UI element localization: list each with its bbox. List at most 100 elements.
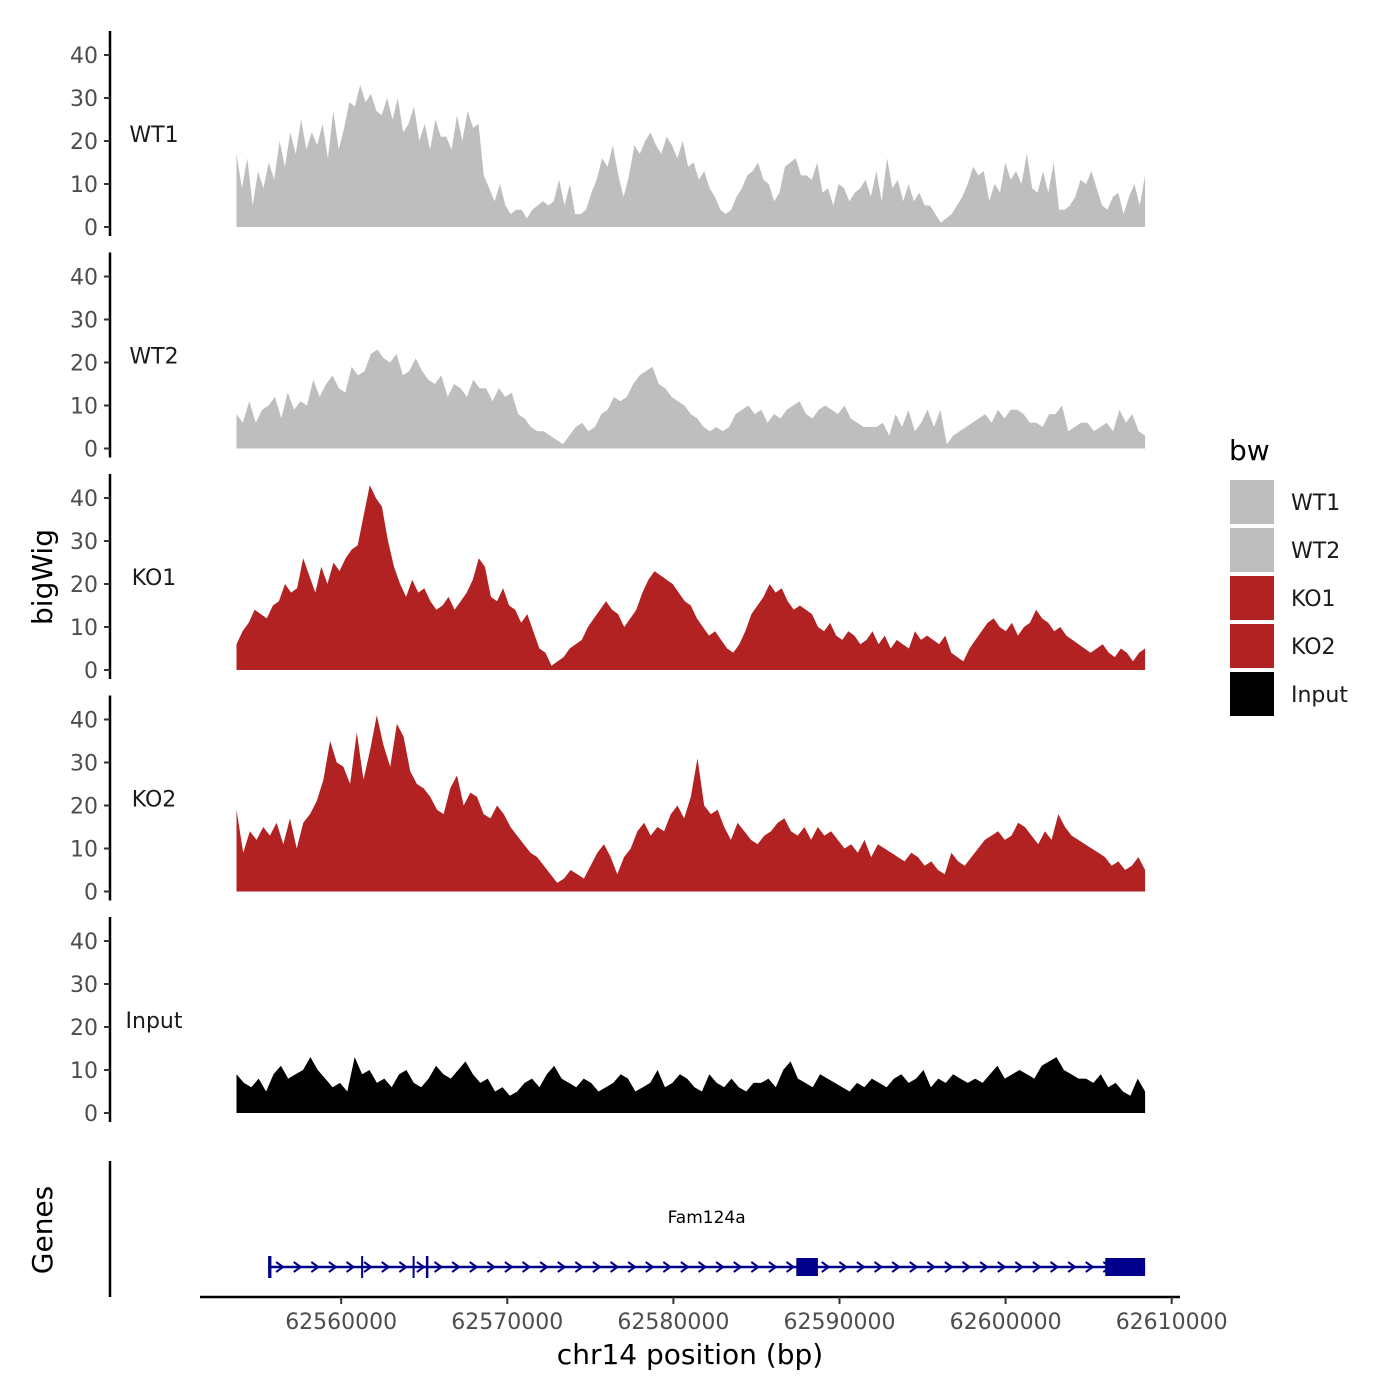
strand-arrow	[926, 1261, 937, 1273]
strand-arrow	[961, 1261, 972, 1273]
x-tick-label: 62600000	[950, 1310, 1062, 1335]
strand-arrow	[469, 1261, 479, 1273]
strand-arrow	[856, 1261, 866, 1273]
strand-arrow	[645, 1261, 655, 1273]
y-tick-label: 20	[70, 130, 98, 155]
strand-arrow	[821, 1261, 831, 1273]
exon-block	[796, 1258, 818, 1276]
strand-arrow	[979, 1261, 989, 1273]
strand-arrow	[697, 1261, 708, 1273]
x-tick-label: 62610000	[1116, 1310, 1228, 1335]
strand-arrow	[433, 1261, 444, 1273]
coverage-area-wt2	[236, 349, 1146, 449]
strand-arrow	[310, 1261, 321, 1273]
coverage-area-ko1	[236, 485, 1146, 670]
y-tick-label: 30	[70, 752, 98, 777]
strand-arrow	[944, 1261, 954, 1273]
genes-panel: Fam124a	[108, 1161, 1146, 1297]
coverage-area-input	[236, 1057, 1146, 1113]
x-tick-label: 62560000	[285, 1310, 397, 1335]
track-wt2: 0 10 20 30 40 WT2	[70, 252, 1146, 463]
exon-block	[361, 1256, 364, 1278]
track-label: KO2	[132, 788, 177, 813]
exon-block	[425, 1256, 429, 1278]
strand-arrow	[1014, 1261, 1025, 1273]
strand-arrow	[416, 1261, 426, 1273]
strand-arrow	[539, 1261, 549, 1273]
strand-arrow	[891, 1261, 901, 1273]
y-tick-label: 10	[70, 395, 98, 420]
y-tick-label: 20	[70, 1016, 98, 1041]
legend: bw WT1 WT2 KO1 KO2 Input	[1229, 434, 1348, 716]
y-tick-label: 30	[70, 530, 98, 555]
legend-key-ko2	[1230, 624, 1274, 668]
y-axis-title: bigWig	[26, 529, 59, 625]
tracks-layer: 0 10 20 30 40 WT1 0 10 20 30 40 WT2 0 10 20 30 40 KO1 0 10 2…	[70, 31, 1146, 1127]
track-input: 0 10 20 30 40 Input	[70, 917, 1146, 1127]
strand-arrow	[363, 1261, 373, 1273]
y-tick-label: 10	[70, 1059, 98, 1084]
strand-arrow	[557, 1261, 567, 1273]
strand-arrow	[293, 1261, 303, 1273]
legend-label: KO1	[1291, 587, 1336, 612]
coverage-area-ko2	[236, 715, 1146, 892]
strand-arrow	[909, 1261, 919, 1273]
x-tick-label: 62590000	[783, 1310, 895, 1335]
strand-arrow	[1032, 1261, 1042, 1273]
strand-arrow	[1067, 1261, 1077, 1273]
gene-name-label: Fam124a	[668, 1208, 746, 1228]
y-tick-label: 40	[70, 487, 98, 512]
strand-arrow	[750, 1261, 761, 1273]
legend-label: WT1	[1291, 491, 1340, 516]
y-tick-label: 20	[70, 795, 98, 820]
strand-arrow	[768, 1261, 778, 1273]
exon-block	[268, 1256, 272, 1278]
y-tick-label: 40	[70, 266, 98, 291]
y-tick-label: 10	[70, 838, 98, 863]
strand-arrow	[451, 1261, 461, 1273]
strand-arrow	[627, 1261, 637, 1273]
y-tick-label: 30	[70, 87, 98, 112]
legend-label: WT2	[1291, 539, 1340, 564]
legend-key-ko1	[1230, 576, 1274, 620]
y-tick-label: 30	[70, 309, 98, 334]
y-tick-label: 0	[84, 881, 98, 906]
coverage-area-wt1	[236, 85, 1146, 227]
legend-key-wt2	[1230, 528, 1274, 572]
strand-arrow	[609, 1261, 620, 1273]
x-axis-title: chr14 position (bp)	[557, 1338, 823, 1371]
strand-arrow	[521, 1261, 532, 1273]
track-label: Input	[126, 1009, 183, 1034]
strand-arrow	[733, 1261, 743, 1273]
track-ko2: 0 10 20 30 40 KO2	[70, 695, 1146, 906]
strand-arrow	[486, 1261, 497, 1273]
strand-arrow	[398, 1261, 409, 1273]
y-tick-label: 10	[70, 616, 98, 641]
legend-label: KO2	[1291, 635, 1336, 660]
strand-arrow	[1085, 1261, 1095, 1273]
exon-block	[1105, 1258, 1146, 1276]
strand-arrow	[381, 1261, 391, 1273]
y-tick-label: 40	[70, 44, 98, 69]
legend-key-wt1	[1230, 480, 1274, 524]
genes-axis-title: Genes	[26, 1186, 59, 1274]
strand-arrow	[328, 1261, 338, 1273]
y-tick-label: 10	[70, 173, 98, 198]
legend-label: Input	[1291, 683, 1348, 708]
y-tick-label: 0	[84, 438, 98, 463]
exon-block	[412, 1256, 415, 1278]
x-tick-label: 62570000	[451, 1310, 563, 1335]
y-tick-label: 20	[70, 573, 98, 598]
legend-key-input	[1230, 672, 1274, 716]
strand-arrow	[592, 1261, 602, 1273]
strand-arrow	[715, 1261, 725, 1273]
track-label: WT1	[129, 123, 178, 148]
y-tick-label: 20	[70, 352, 98, 377]
strand-arrow	[838, 1261, 849, 1273]
strand-arrow	[574, 1261, 585, 1273]
x-tick-label: 62580000	[617, 1310, 729, 1335]
strand-arrow	[873, 1261, 884, 1273]
y-tick-label: 40	[70, 709, 98, 734]
track-label: WT2	[129, 345, 178, 370]
